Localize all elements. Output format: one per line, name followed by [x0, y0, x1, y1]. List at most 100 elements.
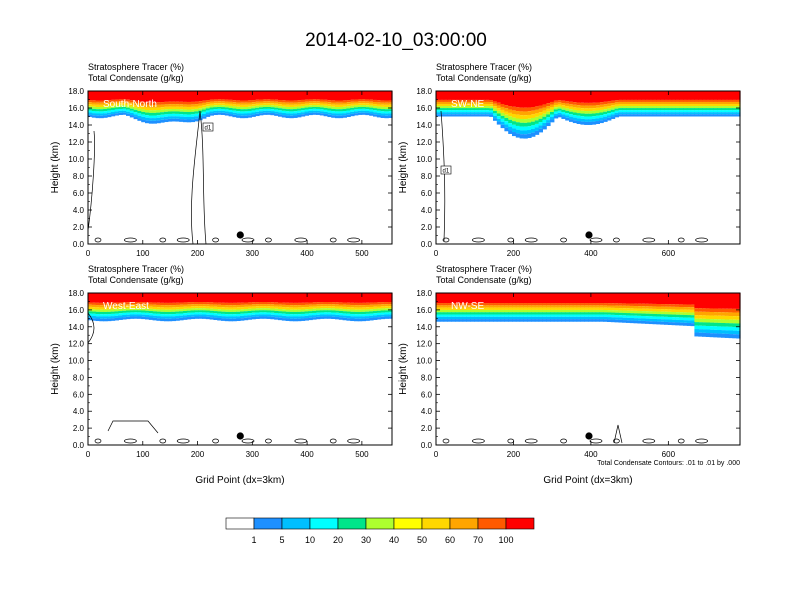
tracer-cell: [633, 306, 638, 309]
tracer-cell: [591, 105, 597, 109]
tracer-cell: [599, 117, 604, 121]
tracer-cell: [603, 293, 608, 304]
tracer-cell: [667, 106, 673, 109]
tracer-cell: [285, 307, 290, 310]
tracer-cell: [500, 319, 505, 322]
tracer-cell: [110, 304, 116, 308]
tracer-cell: [175, 318, 180, 321]
tracer-cell: [327, 306, 332, 309]
tracer-cell: [508, 123, 513, 127]
tracer-cell: [300, 309, 306, 312]
tracer-cell: [565, 312, 570, 315]
tracer-cell: [213, 308, 218, 312]
tracer-cell: [262, 310, 268, 313]
tracer-cell: [633, 112, 638, 115]
tracer-cell: [319, 101, 325, 104]
tracer-cell: [297, 110, 302, 113]
tracer-cell: [633, 303, 638, 307]
tracer-cell: [259, 302, 264, 305]
tracer-cell: [278, 317, 283, 321]
tracer-cell: [732, 108, 737, 111]
tracer-cell: [300, 101, 306, 105]
tracer-cell: [614, 319, 619, 323]
tracer-cell: [316, 103, 321, 106]
tracer-cell: [546, 303, 551, 306]
tracer-cell: [95, 314, 100, 317]
tracer-cell: [380, 113, 385, 116]
tracer-cell: [485, 99, 490, 102]
tracer-cell: [603, 314, 608, 317]
tracer-cell: [186, 91, 192, 102]
tracer-cell: [660, 91, 665, 100]
tracer-cell: [736, 106, 741, 109]
tracer-cell: [346, 100, 351, 103]
tracer-cell: [183, 106, 188, 110]
tracer-cell: [293, 104, 298, 107]
tracer-cell: [316, 107, 321, 109]
tracer-cell: [477, 303, 483, 306]
tracer-cell: [664, 304, 669, 307]
tracer-cell: [607, 307, 612, 311]
tracer-cell: [629, 110, 635, 113]
tracer-cell: [610, 293, 616, 304]
tracer-cell: [259, 107, 264, 110]
tracer-cell: [626, 303, 631, 306]
tracer-cell: [373, 293, 378, 303]
tracer-cell: [481, 314, 486, 317]
tracer-cell: [439, 293, 445, 304]
tracer-cell: [660, 110, 665, 113]
tracer-cell: [610, 319, 616, 323]
tracer-cell: [186, 119, 192, 123]
tracer-cell: [679, 114, 684, 117]
tracer-cell: [243, 313, 249, 316]
tracer-cell: [103, 115, 108, 118]
tracer-cell: [538, 307, 543, 310]
tracer-cell: [365, 311, 370, 314]
tracer-cell: [534, 307, 540, 310]
tracer-cell: [477, 293, 483, 304]
tracer-cell: [190, 116, 195, 120]
tracer-cell: [569, 119, 574, 122]
tracer-cell: [504, 91, 509, 106]
tracer-cell: [709, 108, 714, 111]
tracer-cell: [167, 314, 173, 317]
tracer-cell: [534, 305, 540, 308]
tracer-cell: [675, 293, 680, 305]
y-tick-label: 6.0: [73, 189, 85, 198]
tracer-cell: [686, 91, 692, 100]
tracer-cell: [281, 315, 287, 319]
tracer-cell: [281, 313, 287, 316]
tracer-cell: [388, 302, 393, 305]
tracer-cell: [686, 320, 692, 323]
x-tick-label: 100: [136, 249, 150, 258]
tracer-cell: [531, 114, 536, 119]
tracer-cell: [99, 307, 104, 310]
tracer-cell: [588, 108, 593, 112]
tracer-cell: [542, 307, 547, 310]
tracer-cell: [357, 99, 363, 102]
tracer-cell: [496, 110, 502, 114]
tracer-cell: [304, 318, 309, 321]
tracer-cell: [262, 110, 268, 113]
tracer-cell: [270, 312, 275, 315]
tracer-cell: [338, 308, 344, 311]
tracer-cell: [705, 308, 711, 312]
tracer-cell: [319, 99, 325, 102]
tracer-cell: [667, 293, 673, 305]
tracer-cell: [645, 313, 650, 317]
tracer-cell: [534, 293, 540, 304]
tracer-cell: [569, 293, 574, 304]
tracer-cell: [224, 99, 230, 102]
tracer-cell: [466, 110, 471, 113]
tracer-cell: [698, 91, 703, 100]
tracer-cell: [561, 303, 566, 306]
tracer-cell: [107, 307, 112, 310]
tracer-cell: [293, 115, 298, 118]
tracer-cell: [553, 319, 559, 322]
tracer-cell: [690, 104, 695, 107]
tracer-cell: [709, 308, 714, 313]
tracer-cell: [285, 115, 290, 119]
tracer-cell: [224, 309, 230, 312]
tracer-cell: [331, 115, 336, 118]
tracer-cell: [694, 293, 699, 309]
